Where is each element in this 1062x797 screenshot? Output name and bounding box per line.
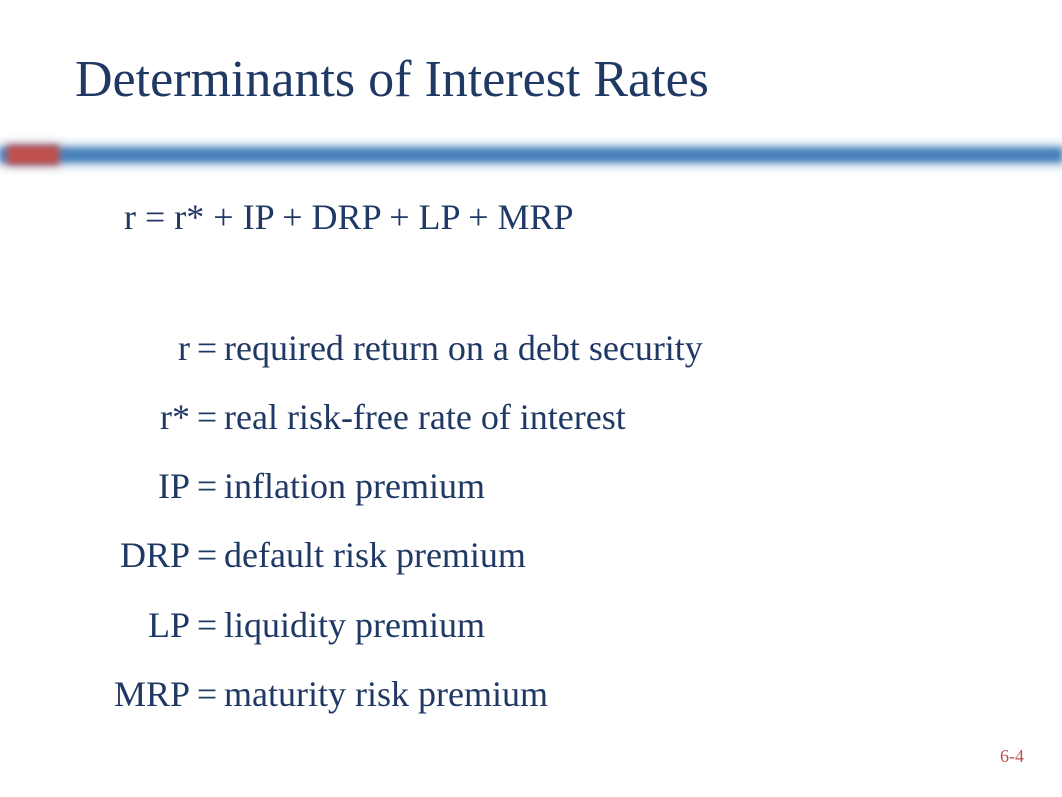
divider-bar [0,148,1062,162]
body-content: r = r* + IP + DRP + LP + MRP r = require… [82,192,982,720]
definitions-grid: r = required return on a debt security r… [82,323,982,720]
def-eq: = [190,461,224,512]
def-meaning: required return on a debt security [224,323,982,374]
def-meaning: inflation premium [224,461,982,512]
def-eq: = [190,530,224,581]
def-term: DRP [82,530,190,581]
def-term: r* [82,392,190,443]
def-term: LP [82,600,190,651]
def-meaning: real risk-free rate of interest [224,392,982,443]
divider-accent [8,146,58,164]
def-eq: = [190,392,224,443]
def-term: IP [82,461,190,512]
def-meaning: default risk premium [224,530,982,581]
def-eq: = [190,669,224,720]
slide-title: Determinants of Interest Rates [75,50,709,109]
def-term: MRP [82,669,190,720]
page-number: 6-4 [1000,746,1024,767]
slide: Determinants of Interest Rates r = r* + … [0,0,1062,797]
def-meaning: liquidity premium [224,600,982,651]
def-eq: = [190,323,224,374]
def-eq: = [190,600,224,651]
def-meaning: maturity risk premium [224,669,982,720]
formula-line: r = r* + IP + DRP + LP + MRP [82,192,982,243]
def-term: r [82,323,190,374]
